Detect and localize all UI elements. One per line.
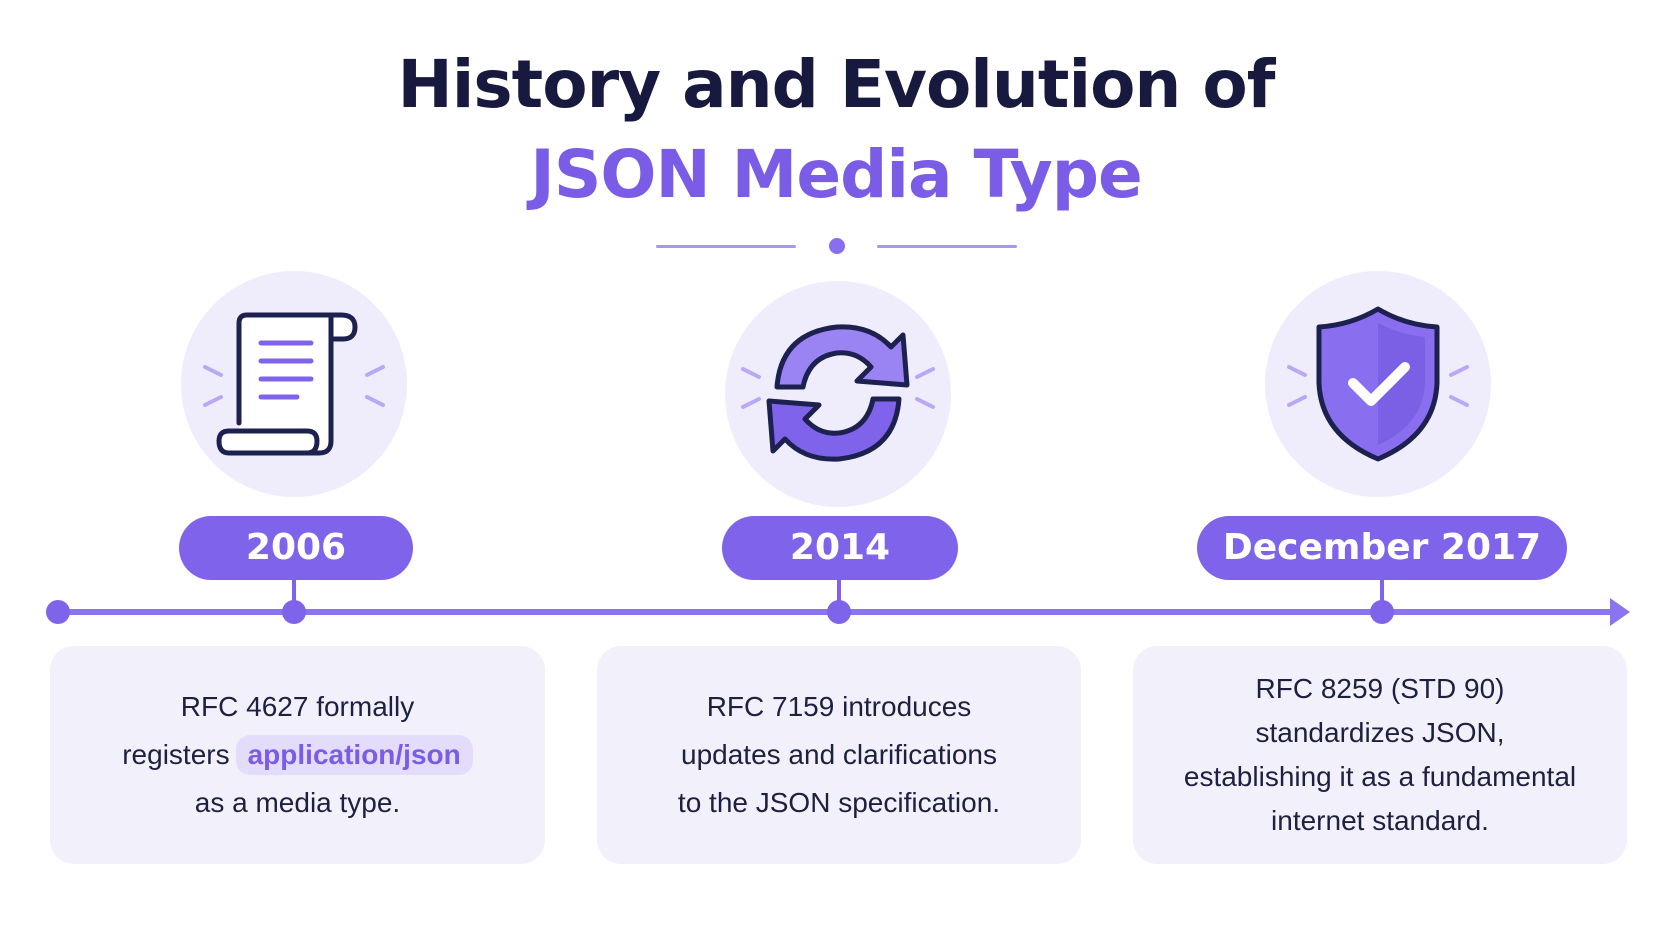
card-1-line-2: registers application/json xyxy=(122,731,473,779)
code-application-json: application/json xyxy=(235,735,473,775)
card-3-line-1: RFC 8259 (STD 90) xyxy=(1255,673,1505,704)
card-1-line-3: as a media type. xyxy=(194,787,401,818)
timeline-arrowhead xyxy=(1610,598,1630,626)
connector-3 xyxy=(1380,578,1384,610)
year-pill-2006: 2006 xyxy=(179,516,413,580)
milestone-3-card: RFC 8259 (STD 90) standardizes JSON, est… xyxy=(1133,646,1627,864)
card-2-line-2: updates and clarifications xyxy=(681,739,997,770)
timeline-dot-2 xyxy=(827,600,851,624)
connector-1 xyxy=(292,578,296,610)
title-divider-dot xyxy=(829,238,845,254)
card-3-line-3: establishing it as a fundamental xyxy=(1183,761,1577,792)
milestone-2-card: RFC 7159 introduces updates and clarific… xyxy=(597,646,1081,864)
shield-check-icon xyxy=(1287,306,1469,462)
card-1-registers: registers xyxy=(122,739,230,770)
title-divider-left xyxy=(656,245,796,248)
timeline-dot-1 xyxy=(282,600,306,624)
year-pill-december-2017: December 2017 xyxy=(1197,516,1567,580)
timeline-start-dot xyxy=(46,600,70,624)
year-pill-2014: 2014 xyxy=(722,516,958,580)
card-2-line-1: RFC 7159 introduces xyxy=(706,691,972,722)
timeline-dot-3 xyxy=(1370,600,1394,624)
title-line-1: History and Evolution of xyxy=(397,46,1276,123)
connector-2 xyxy=(837,578,841,610)
refresh-arrows-icon xyxy=(741,324,935,462)
title-line-2: JSON Media Type xyxy=(530,136,1142,213)
milestone-2-icon-circle xyxy=(725,281,951,507)
card-1-line-1: RFC 4627 formally xyxy=(180,691,415,722)
milestone-1-icon-circle xyxy=(181,271,407,497)
scroll-document-icon xyxy=(203,312,385,456)
milestone-1-card: RFC 4627 formally registers application/j… xyxy=(50,646,545,864)
card-3-line-4: internet standard. xyxy=(1271,805,1489,836)
milestone-3-icon-circle xyxy=(1265,271,1491,497)
card-3-line-2: standardizes JSON, xyxy=(1255,717,1505,748)
title-divider-right xyxy=(877,245,1017,248)
card-2-line-3: to the JSON specification. xyxy=(677,787,1001,818)
